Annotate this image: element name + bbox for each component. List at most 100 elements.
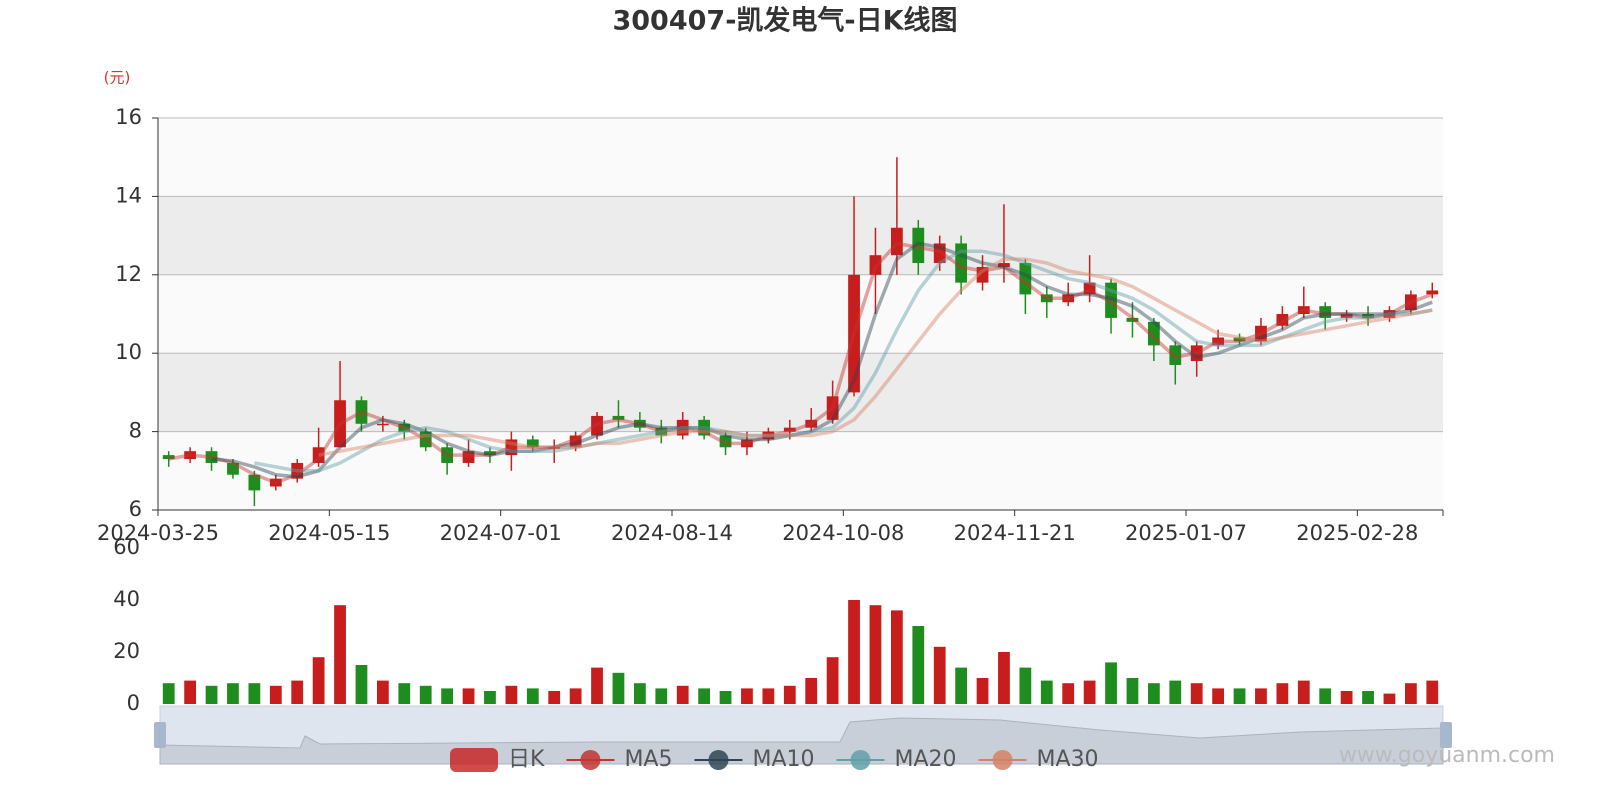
candle-body — [1383, 310, 1396, 318]
legend-item[interactable]: 日K — [450, 747, 545, 772]
candle-body — [783, 427, 796, 432]
volume-bar — [890, 610, 903, 704]
candle-body — [184, 451, 197, 460]
volume-bar — [591, 667, 603, 704]
legend-item[interactable]: MA5 — [566, 747, 672, 772]
legend-item[interactable]: MA10 — [694, 747, 815, 772]
candle-body — [376, 423, 389, 426]
legend-label: MA20 — [895, 747, 957, 772]
candle-body — [462, 451, 475, 463]
volume-bar — [762, 688, 775, 704]
split-band — [158, 196, 1443, 275]
y-tick-label: 10 — [115, 340, 142, 364]
volume-bar — [184, 680, 197, 704]
candle-body — [1147, 321, 1160, 346]
volume-bar — [826, 657, 839, 704]
candle-body — [719, 435, 732, 448]
volume-bar — [205, 685, 218, 704]
legend-label: MA30 — [1037, 747, 1099, 772]
volume-tick-label: 0 — [127, 691, 140, 715]
volume-bar — [719, 691, 732, 704]
volume-bar — [441, 688, 454, 704]
candle-body — [912, 227, 925, 264]
watermark: www.goyuanm.com — [1339, 743, 1555, 768]
candle-body — [1319, 306, 1332, 318]
volume-bar — [419, 685, 432, 704]
candle-body — [205, 451, 218, 463]
volume-tick-label: 40 — [113, 587, 140, 611]
volume-bar — [655, 688, 668, 704]
candle-body — [441, 447, 454, 463]
y-tick-label: 14 — [115, 183, 142, 207]
candle-body — [762, 431, 775, 440]
candle-body — [612, 415, 625, 420]
candle-body — [334, 400, 346, 448]
candle-body — [741, 439, 753, 448]
volume-bar — [227, 683, 239, 704]
volume-bar — [1297, 680, 1310, 704]
volume-bar — [1255, 688, 1267, 704]
split-band — [158, 353, 1443, 432]
candle-body — [933, 243, 946, 264]
volume-tick-label: 20 — [113, 639, 140, 663]
x-tick-label: 2024-03-25 — [97, 521, 219, 545]
legend-icon — [450, 748, 498, 772]
candle-body — [998, 263, 1010, 267]
volume-bar — [1105, 662, 1117, 704]
candle-body — [398, 423, 411, 432]
volume-bar — [355, 665, 368, 704]
y-axis-label: (元) — [104, 69, 131, 87]
volume-bar — [569, 688, 582, 704]
candle-body — [1169, 345, 1182, 365]
legend: 日K MA5 MA10 MA20 MA30 — [450, 747, 1099, 772]
volume-bar — [998, 652, 1010, 704]
candle-body — [1062, 294, 1075, 303]
chart-title: 300407-凯发电气-日K线图 — [612, 5, 957, 37]
candle-body — [569, 435, 582, 448]
slider-handle[interactable] — [154, 722, 166, 748]
y-tick-label: 12 — [115, 262, 142, 286]
candle-body — [526, 439, 539, 448]
candle-body — [1362, 314, 1374, 318]
legend-icon — [580, 750, 601, 770]
legend-item[interactable]: MA30 — [978, 747, 1099, 772]
x-tick-label: 2024-07-01 — [440, 521, 562, 545]
volume-bar — [526, 688, 539, 704]
ma-line — [254, 249, 1433, 473]
candle-body — [1212, 337, 1225, 346]
candle-body — [355, 400, 368, 424]
volume-bar — [548, 691, 561, 704]
candle-body — [548, 447, 561, 449]
ma-line — [211, 241, 1433, 479]
candle-body — [805, 419, 818, 428]
candle-body — [591, 415, 603, 436]
candle-body — [1105, 282, 1117, 318]
volume-bar — [976, 678, 989, 704]
candle-body — [1404, 294, 1417, 311]
volume-bar — [869, 605, 882, 704]
legend-icon — [850, 750, 871, 770]
x-tick-label: 2024-08-14 — [611, 521, 733, 545]
volume-bar — [291, 680, 304, 704]
x-tick-label: 2024-11-21 — [954, 521, 1076, 545]
legend-label: 日K — [508, 747, 545, 772]
legend-item[interactable]: MA20 — [836, 747, 957, 772]
volume-bar — [848, 600, 860, 704]
split-band — [158, 274, 1443, 354]
legend-label: MA10 — [752, 747, 814, 772]
volume-bar — [1062, 683, 1075, 704]
volume-bar — [1147, 683, 1160, 704]
candle-body — [484, 451, 496, 456]
candle-body — [1040, 294, 1053, 303]
candle-body — [269, 478, 282, 487]
slider-handle[interactable] — [1440, 722, 1452, 748]
candle-body — [1426, 290, 1439, 295]
volume-bar — [698, 688, 711, 704]
volume-bar — [1319, 688, 1332, 704]
ma-line — [168, 241, 1433, 485]
candle-body — [676, 419, 689, 436]
split-band — [158, 118, 1443, 197]
volume-bar — [1083, 680, 1096, 704]
volume-bar — [1426, 680, 1439, 704]
volume-bar — [248, 683, 261, 704]
